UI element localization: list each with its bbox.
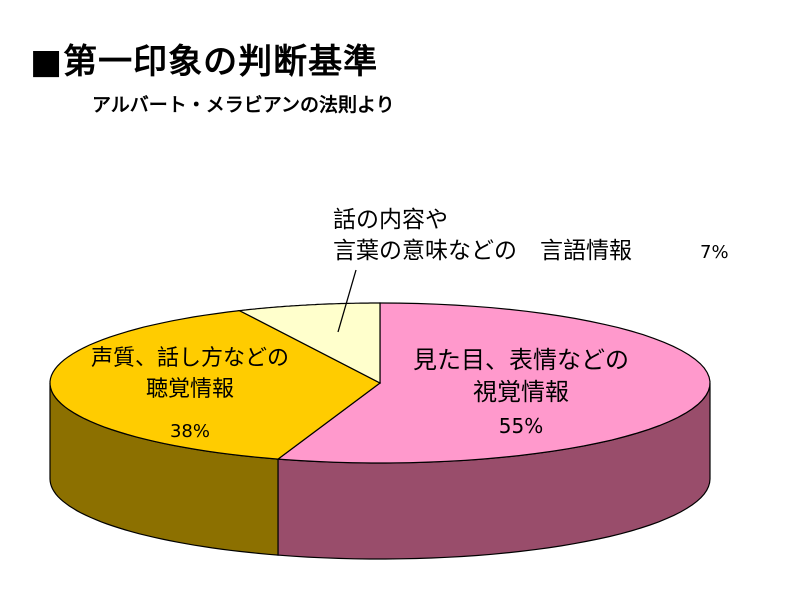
slice-label-0-line-1: 視覚情報	[473, 378, 569, 406]
chart-subtitle: アルバート・メラビアンの法則より	[92, 94, 395, 116]
pie-slice-2	[237, 302, 381, 384]
slice-label-2-line-0: 話の内容や	[333, 207, 448, 233]
slice-label-0-line-0: 見た目、表情などの	[413, 346, 629, 374]
slice-label-1-line-0: 声質、話し方などの	[91, 346, 289, 371]
chart-title: ■第一印象の判断基準	[30, 42, 379, 82]
slice-label-2-line-1: 言葉の意味などの 言語情報	[333, 238, 632, 264]
slice-label-0-pct: 55%	[499, 414, 543, 438]
slice-label-2-pct: 7%	[700, 242, 729, 263]
slice-label-1-line-1: 聴覚情報	[146, 377, 234, 402]
pie-slice-0	[276, 302, 711, 464]
slice-2-leader-line	[337, 269, 357, 333]
pie-slice-1	[49, 309, 382, 460]
slice-label-1-pct: 38%	[170, 421, 210, 442]
